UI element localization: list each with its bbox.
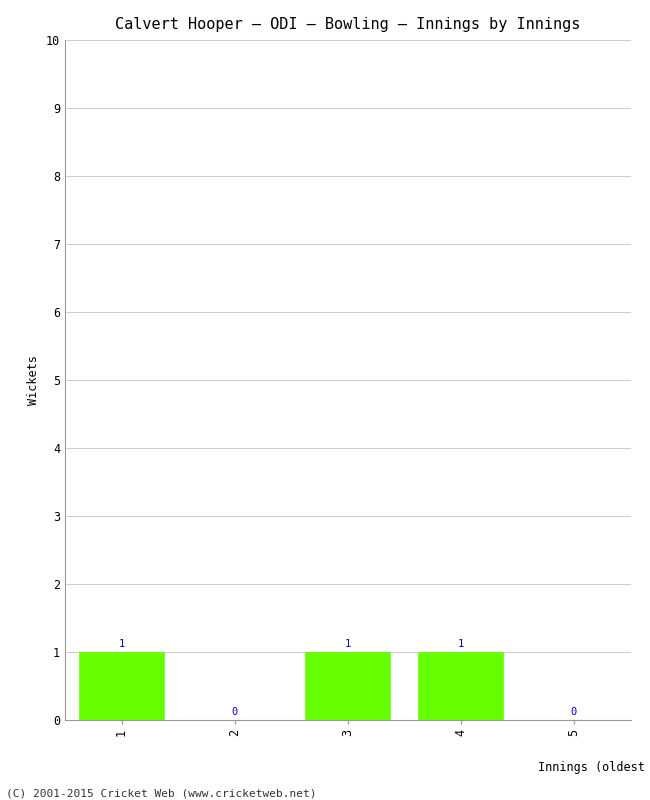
Text: 1: 1 [118, 638, 125, 649]
Text: 1: 1 [458, 638, 464, 649]
Bar [79, 652, 164, 720]
Title: Calvert Hooper – ODI – Bowling – Innings by Innings: Calvert Hooper – ODI – Bowling – Innings… [115, 17, 580, 32]
Text: 1: 1 [344, 638, 351, 649]
X-axis label: Innings (oldest to newest): Innings (oldest to newest) [538, 761, 650, 774]
Y-axis label: Wickets: Wickets [27, 355, 40, 405]
Text: 0: 0 [231, 706, 238, 717]
Text: (C) 2001-2015 Cricket Web (www.cricketweb.net): (C) 2001-2015 Cricket Web (www.cricketwe… [6, 788, 317, 798]
Bar [306, 652, 390, 720]
Text: 0: 0 [571, 706, 577, 717]
Bar [419, 652, 503, 720]
